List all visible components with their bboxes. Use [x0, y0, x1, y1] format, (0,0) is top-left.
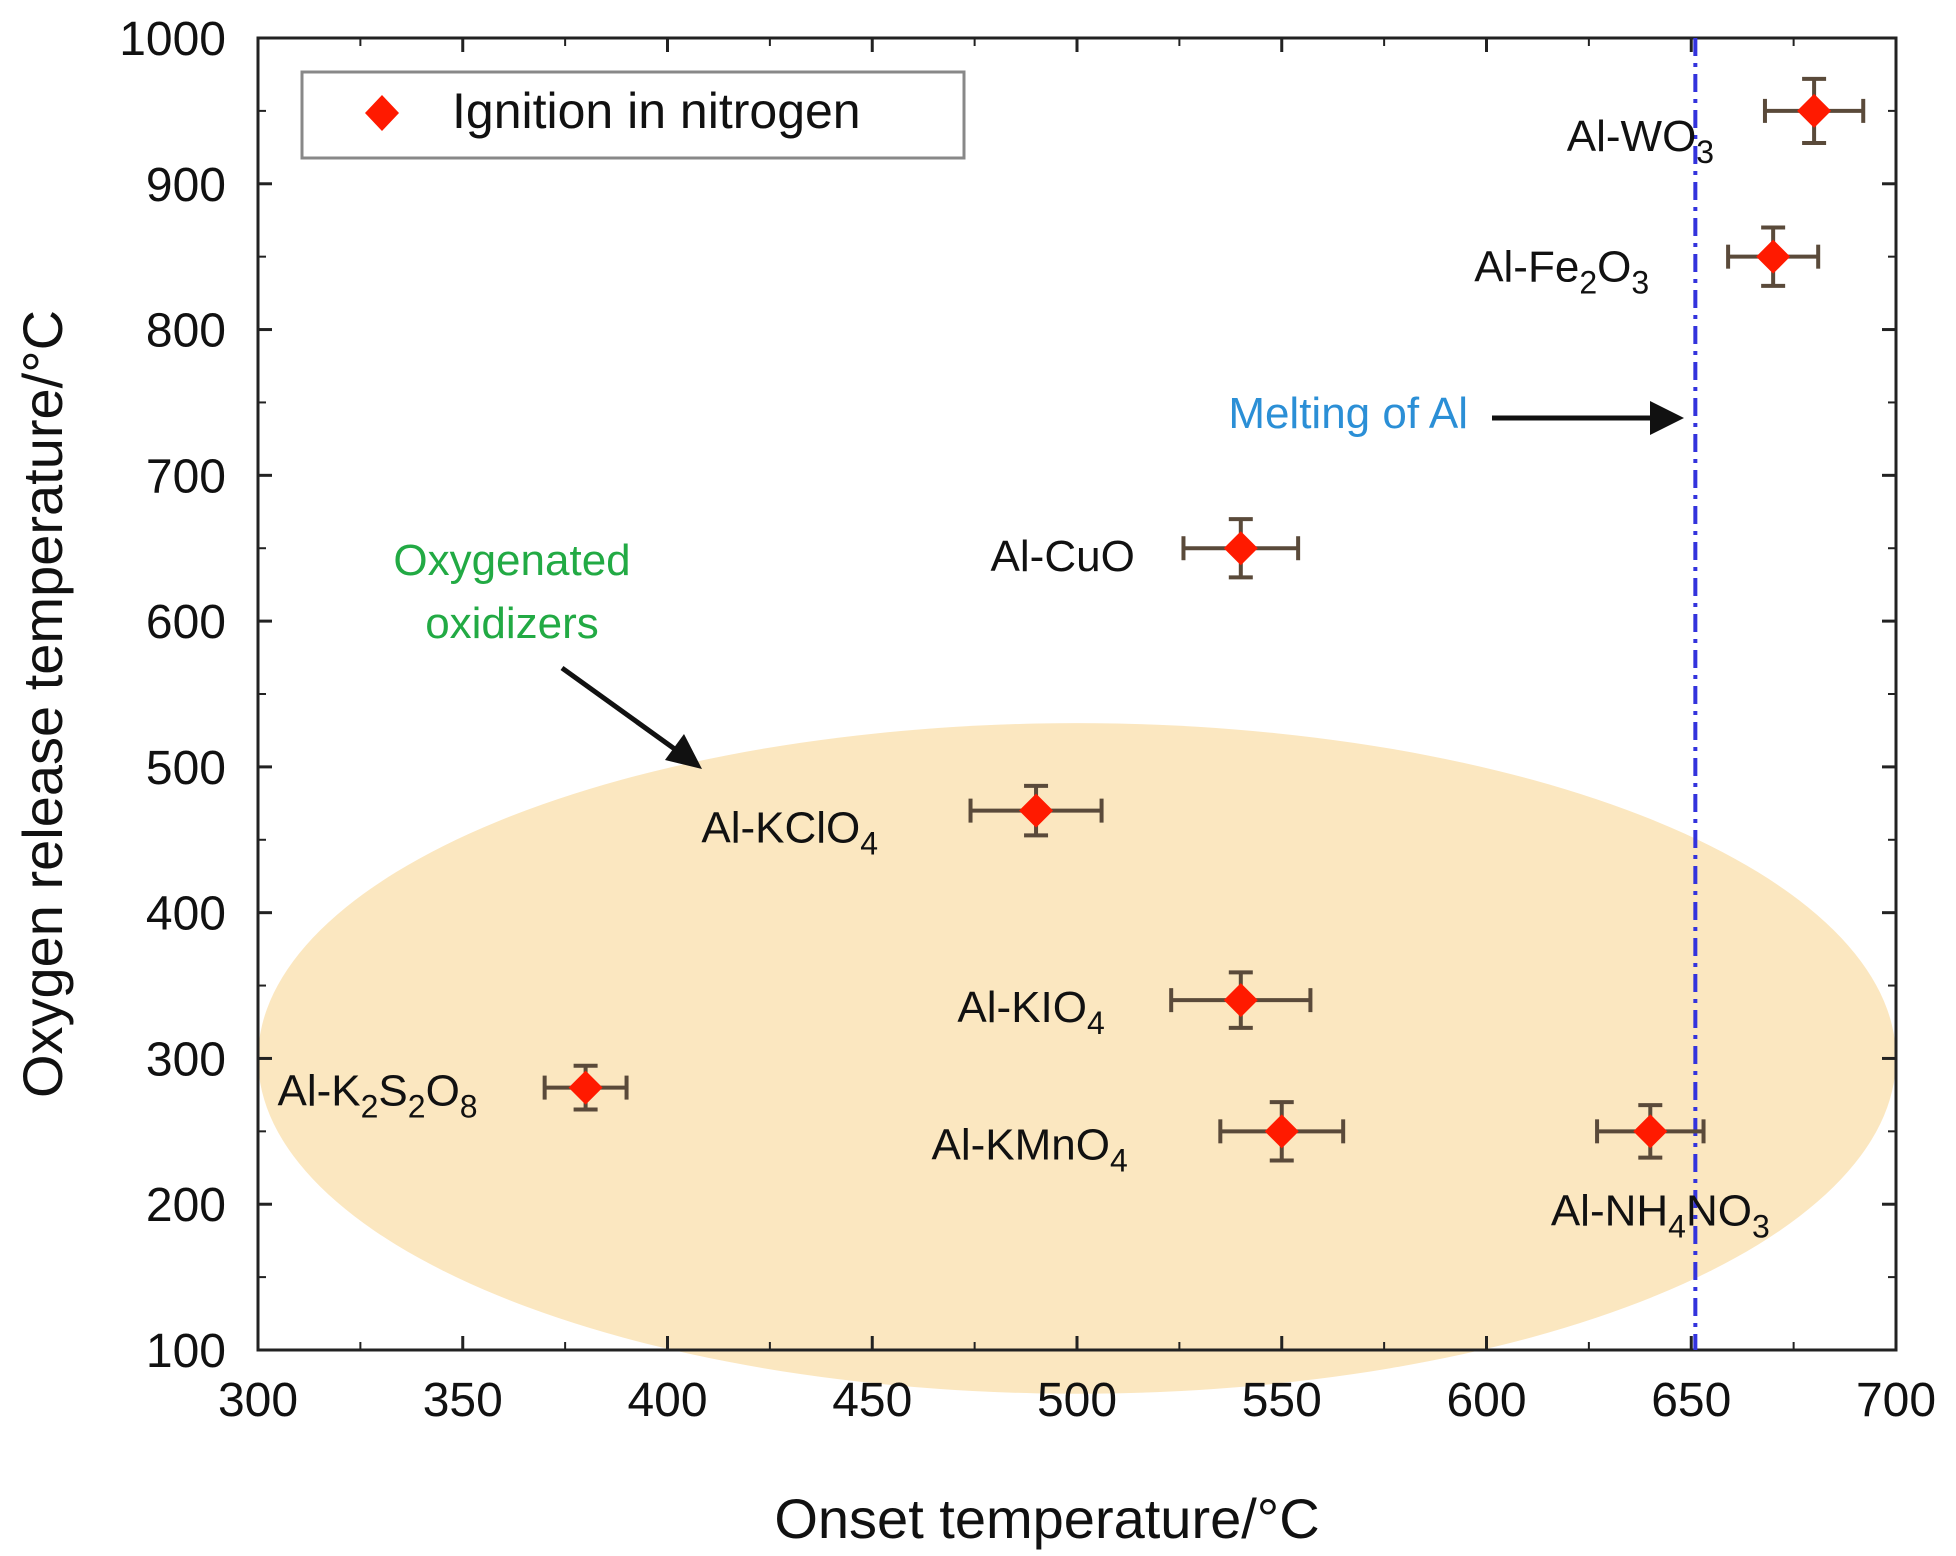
data-point-group: Al-KMnO4	[931, 1100, 1346, 1178]
data-point-group: Al-CuO	[991, 517, 1301, 581]
region-arrow-shaft	[560, 665, 685, 758]
data-point-marker	[1633, 1114, 1668, 1149]
formula-subscript: 4	[1668, 1208, 1686, 1244]
y-tick-label: 500	[146, 742, 226, 795]
region-label-line1: Oxygenated	[393, 536, 630, 585]
data-point-label-main: Al-Fe	[1474, 243, 1579, 292]
formula-subscript: 4	[1110, 1142, 1128, 1178]
y-tick-label: 300	[146, 1033, 226, 1086]
formula-part: O	[1597, 243, 1631, 292]
formula-subscript: 4	[860, 826, 878, 862]
x-tick-label: 550	[1242, 1374, 1322, 1427]
x-tick-label: 500	[1037, 1374, 1117, 1427]
oxidizer-region-ellipse	[258, 723, 1896, 1394]
formula-part: NO	[1686, 1186, 1752, 1235]
data-point-marker	[1223, 983, 1258, 1018]
x-tick-label: 450	[832, 1374, 912, 1427]
data-point-marker	[1223, 531, 1258, 566]
legend-box	[300, 70, 966, 160]
data-point-group: Al-NH4NO3	[1551, 1103, 1770, 1244]
legend-marker	[365, 95, 399, 131]
region-arrow-head	[665, 734, 702, 769]
y-axis-title: Oxygen release temperature/°C	[11, 310, 74, 1098]
data-point-group: Al-KIO4	[957, 970, 1313, 1041]
y-tick-label: 600	[146, 596, 226, 649]
data-point-marker	[1019, 793, 1054, 828]
formula-subscript: 4	[1087, 1005, 1105, 1041]
data-point-label: Al-Fe2O3	[1474, 243, 1649, 301]
data-point-marker	[1264, 1114, 1299, 1149]
data-point-group: Al-Fe2O3	[1474, 225, 1821, 301]
formula-subscript: 2	[408, 1089, 426, 1125]
legend-label: Ignition in nitrogen	[452, 83, 861, 139]
formula-subscript: 2	[361, 1089, 379, 1125]
data-point-marker	[1756, 239, 1791, 274]
data-point-label: Al-CuO	[991, 532, 1135, 581]
data-point-label-main: Al-KIO	[957, 983, 1087, 1032]
data-point-label-main: Al-WO	[1567, 112, 1697, 161]
data-point-group: Al-KClO4	[701, 783, 1104, 862]
region-label-line2: oxidizers	[425, 599, 599, 648]
y-tick-label: 900	[146, 159, 226, 212]
data-point-label: Al-WO3	[1567, 112, 1714, 170]
formula-subscript: 8	[460, 1089, 478, 1125]
x-tick-label: 700	[1856, 1374, 1936, 1427]
formula-subscript: 2	[1579, 265, 1597, 301]
formula-subscript: 3	[1752, 1208, 1770, 1244]
y-tick-label: 200	[146, 1179, 226, 1232]
x-tick-label: 400	[627, 1374, 707, 1427]
data-point-label-main: Al-KClO	[701, 804, 860, 853]
melting-al-label: Melting of Al	[1228, 389, 1468, 438]
data-point-group: Al-WO3	[1567, 76, 1866, 170]
formula-part: O	[426, 1067, 460, 1116]
data-point-label-main: Al-NH	[1551, 1186, 1668, 1235]
x-tick-label: 350	[423, 1374, 503, 1427]
data-point-label-main: Al-CuO	[991, 532, 1135, 581]
data-point-label: Al-K2S2O8	[277, 1067, 477, 1125]
y-tick-label: 400	[146, 888, 226, 941]
melting-arrow-head	[1650, 401, 1684, 435]
formula-subscript: 3	[1696, 134, 1714, 170]
y-tick-label: 800	[146, 305, 226, 358]
y-tick-label: 700	[146, 450, 226, 503]
data-point-label: Al-NH4NO3	[1551, 1186, 1770, 1244]
data-point-marker	[568, 1070, 603, 1105]
data-point-label: Al-KIO4	[957, 983, 1104, 1041]
x-tick-label: 300	[218, 1374, 298, 1427]
x-tick-label: 650	[1651, 1374, 1731, 1427]
x-axis-title: Onset temperature/°C	[774, 1487, 1319, 1550]
y-tick-label: 1000	[119, 13, 226, 66]
x-tick-label: 600	[1446, 1374, 1526, 1427]
formula-part: S	[378, 1067, 407, 1116]
y-tick-label: 100	[146, 1325, 226, 1378]
formula-subscript: 3	[1631, 265, 1649, 301]
data-point-group: Al-K2S2O8	[277, 1063, 629, 1125]
data-point-label-main: Al-K	[277, 1067, 360, 1116]
data-point-marker	[1797, 93, 1832, 128]
formula-part: O	[1076, 1120, 1110, 1169]
data-point-label: Al-KClO4	[701, 804, 878, 862]
data-point-label: Al-KMnO4	[931, 1120, 1127, 1178]
data-point-label-main: Al-KMn	[931, 1120, 1075, 1169]
